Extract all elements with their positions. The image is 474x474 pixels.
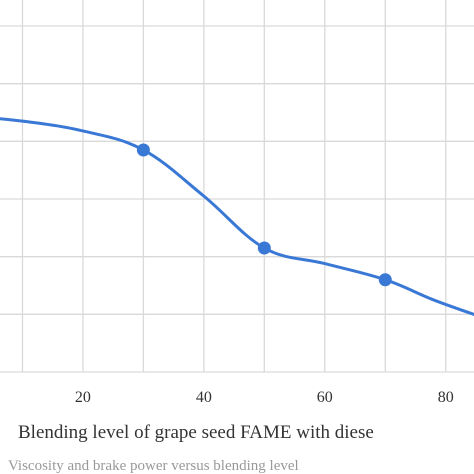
data-markers (136, 143, 392, 287)
data-point (257, 241, 271, 255)
horizontal-gridlines (0, 25, 474, 373)
figure-caption: Viscosity and brake power versus blendin… (8, 458, 299, 474)
data-point (136, 143, 150, 157)
x-tick-label: 20 (75, 389, 91, 406)
x-tick-label: 40 (196, 389, 212, 406)
x-tick-labels: 20 40 60 80 (75, 389, 454, 406)
data-point (378, 273, 392, 287)
series-line (0, 117, 474, 317)
vertical-gridlines (21, 0, 447, 372)
x-tick-label: 80 (438, 389, 454, 406)
x-axis-title: Blending level of grape seed FAME with d… (18, 422, 374, 443)
x-tick-label: 60 (317, 389, 333, 406)
